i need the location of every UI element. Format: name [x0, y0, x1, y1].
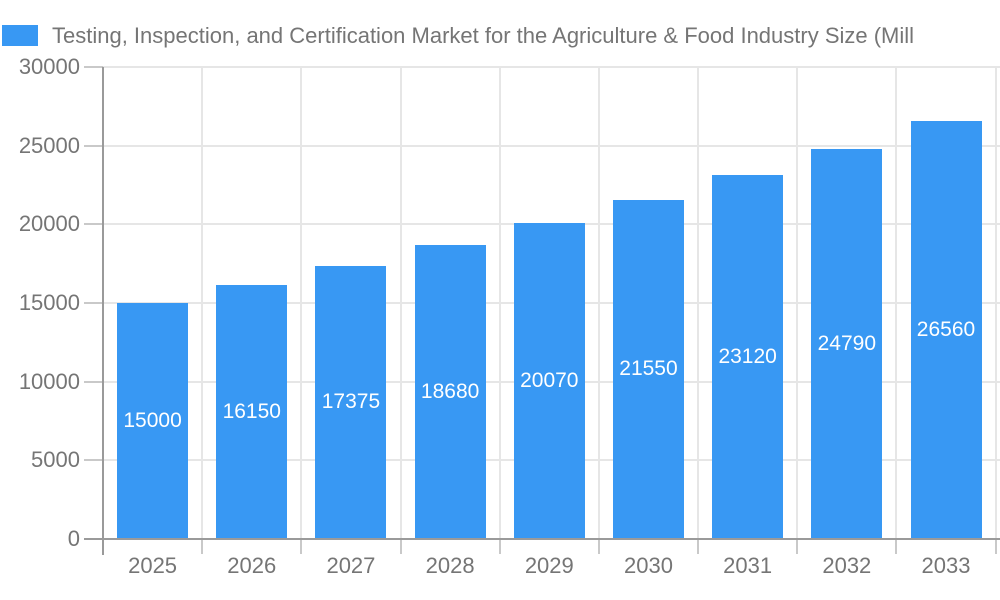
legend-swatch-icon — [2, 25, 38, 46]
x-tick — [201, 539, 204, 554]
x-tick-label: 2029 — [524, 553, 574, 578]
v-gridline — [399, 67, 402, 539]
y-tick-label: 0 — [67, 526, 80, 551]
h-gridline — [84, 144, 1000, 147]
bar — [117, 303, 189, 539]
bar — [910, 121, 982, 539]
x-tick-label: 2032 — [822, 553, 872, 578]
x-tick-label: 2030 — [623, 553, 673, 578]
bar-value-label: 15000 — [123, 409, 182, 432]
v-gridline — [796, 67, 799, 539]
v-gridline — [697, 67, 700, 539]
y-tick — [84, 302, 103, 304]
v-gridline — [300, 67, 303, 539]
bar-value-label: 21550 — [619, 357, 678, 381]
y-tick-label: 5000 — [31, 447, 80, 473]
x-tick — [697, 539, 700, 554]
v-gridline — [201, 67, 204, 539]
x-tick — [994, 539, 997, 554]
y-axis-line — [102, 67, 104, 555]
x-tick-label: 2027 — [326, 553, 376, 578]
y-tick — [84, 459, 103, 462]
bar-value-label: 17375 — [321, 390, 381, 414]
y-tick — [84, 380, 103, 383]
h-gridline — [84, 66, 1000, 68]
bar-value-label: 18680 — [420, 380, 480, 404]
x-tick-label: 2033 — [921, 553, 971, 578]
v-gridline — [498, 67, 501, 539]
y-tick-label: 30000 — [18, 54, 80, 79]
y-tick-label: 10000 — [18, 368, 80, 394]
x-tick — [796, 539, 799, 554]
x-tick — [895, 539, 898, 554]
x-tick-label: 2025 — [128, 553, 178, 578]
y-tick — [84, 223, 103, 226]
bar — [513, 223, 585, 539]
bar-value-label: 20070 — [520, 369, 579, 393]
y-tick — [84, 144, 103, 147]
x-tick — [597, 539, 600, 554]
bar-value-label: 23120 — [718, 345, 777, 369]
x-axis-line — [84, 538, 1000, 540]
x-tick — [300, 539, 303, 554]
y-tick-label: 25000 — [18, 132, 80, 158]
x-tick — [498, 539, 501, 554]
bar-value-label: 16150 — [222, 399, 281, 423]
bar — [712, 175, 784, 539]
x-tick-label: 2031 — [723, 553, 773, 578]
bar — [315, 265, 387, 539]
legend-item[interactable]: Testing, Inspection, and Certification M… — [2, 22, 915, 48]
v-gridline — [994, 67, 997, 539]
y-tick-label: 15000 — [18, 290, 80, 315]
x-tick — [399, 539, 402, 554]
y-tick — [84, 66, 103, 68]
bar-value-label: 26560 — [916, 318, 976, 342]
v-gridline — [597, 67, 600, 539]
bar — [216, 284, 288, 539]
y-tick-label: 20000 — [18, 211, 80, 237]
v-gridline — [895, 67, 898, 539]
x-tick-label: 2028 — [425, 553, 475, 578]
bar — [612, 199, 684, 539]
bar — [811, 148, 883, 539]
chart-title: Testing, Inspection, and Certification M… — [52, 22, 915, 48]
bar — [414, 245, 486, 539]
bar-value-label: 24790 — [817, 331, 877, 355]
x-tick-label: 2026 — [227, 553, 277, 578]
